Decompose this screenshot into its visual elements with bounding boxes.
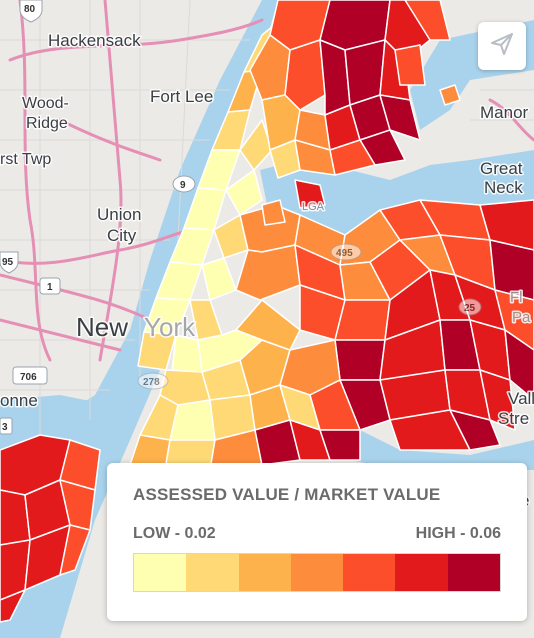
shield-rt3: 3: [0, 417, 13, 435]
legend-swatch-4: [290, 554, 344, 591]
label-manor: Manor: [480, 103, 529, 122]
paper-plane-icon: [490, 32, 514, 61]
label-wood-ridge-2: Ridge: [26, 115, 68, 132]
map-legend: ASSESSED VALUE / MARKET VALUE LOW - 0.02…: [107, 463, 527, 621]
share-button[interactable]: [478, 22, 526, 70]
legend-swatch-2: [186, 554, 239, 591]
legend-swatch-5: [343, 554, 396, 591]
label-new-york-1: New: [76, 312, 128, 342]
label-valley-stream-1: Vall: [508, 389, 534, 408]
shield-rt9: 9: [172, 175, 196, 193]
legend-swatch-1: [134, 554, 187, 591]
shield-i95: 95: [0, 251, 19, 274]
legend-title: ASSESSED VALUE / MARKET VALUE: [133, 485, 441, 504]
legend-low-label: LOW - 0.02: [133, 525, 216, 542]
queens-region: [235, 179, 534, 451]
svg-text:80: 80: [24, 4, 36, 15]
label-hackensack: Hackensack: [48, 31, 141, 50]
legend-swatch-3: [238, 554, 291, 591]
label-great-neck-1: Great: [480, 159, 523, 178]
legend-range: LOW - 0.02 HIGH - 0.06: [133, 525, 501, 543]
svg-text:3: 3: [2, 422, 8, 433]
shield-i25: 25: [458, 298, 482, 316]
label-bayonne: onne: [0, 391, 38, 410]
svg-text:9: 9: [180, 180, 186, 191]
label-new-york-2: York: [144, 312, 196, 342]
bronx-region: [249, 0, 461, 179]
svg-text:25: 25: [464, 303, 476, 314]
label-floral-park-1: Fl: [510, 289, 523, 306]
label-floral-park-2: Pa: [512, 309, 531, 326]
shield-i495: 495: [330, 243, 362, 261]
label-valley-stream-2: Stre: [498, 409, 529, 428]
svg-text:495: 495: [336, 248, 353, 259]
legend-color-scale: [133, 553, 501, 592]
staten-island-region: [0, 434, 101, 623]
label-wood-ridge-1: Wood-: [22, 95, 69, 112]
label-fort-lee: Fort Lee: [150, 87, 213, 106]
legend-swatch-6: [395, 554, 448, 591]
shield-i278: 278: [137, 372, 169, 390]
legend-swatch-7: [447, 554, 500, 591]
label-union-city-2: City: [107, 226, 137, 245]
shield-us1: 1: [39, 277, 61, 295]
label-great-neck-2: Neck: [484, 178, 523, 197]
brooklyn-region: [129, 299, 361, 471]
svg-text:706: 706: [20, 372, 37, 383]
label-lga: LGA: [302, 201, 325, 213]
svg-text:1: 1: [47, 282, 53, 293]
legend-high-label: HIGH - 0.06: [415, 525, 501, 542]
shield-rt706: 706: [12, 366, 48, 385]
label-first-twp: rst Twp: [0, 151, 51, 168]
road-shields: 80 95 1 9 706 3 278 495: [0, 0, 482, 435]
place-labels: Hackensack Fort Lee Wood- Ridge rst Twp …: [0, 30, 534, 512]
svg-text:95: 95: [2, 257, 14, 268]
shield-i80: 80: [19, 0, 43, 23]
svg-text:278: 278: [143, 377, 160, 388]
label-union-city-1: Union: [97, 205, 141, 224]
